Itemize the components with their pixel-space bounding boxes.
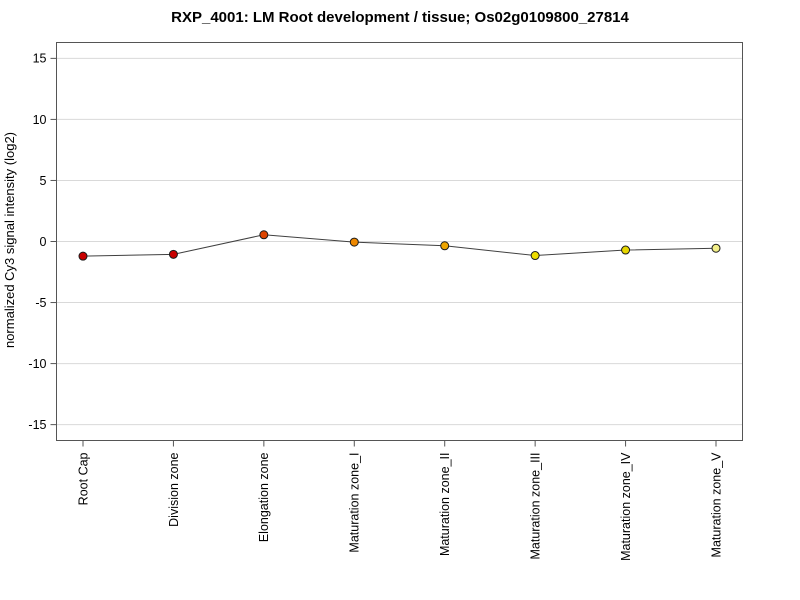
y-tick-label: -15	[28, 418, 46, 432]
y-tick-label: 5	[40, 174, 47, 188]
x-category-label: Division zone	[167, 452, 181, 526]
series-line	[82, 234, 717, 257]
x-category-label: Maturation zone_V	[709, 452, 723, 558]
data-point	[621, 245, 631, 255]
data-point	[530, 251, 540, 261]
y-tick-label: -10	[28, 357, 46, 371]
y-tick-label: -5	[35, 296, 46, 310]
x-category-label: Maturation zone_II	[438, 453, 452, 557]
data-point	[259, 230, 269, 240]
data-point	[349, 237, 359, 247]
y-tick-label: 15	[33, 52, 47, 66]
data-point	[168, 249, 178, 259]
x-category-label: Root Cap	[76, 452, 90, 505]
data-point	[440, 241, 450, 251]
x-category-label: Elongation zone	[257, 452, 271, 542]
data-point	[711, 243, 721, 253]
x-category-label: Maturation zone_III	[529, 453, 543, 560]
data-point	[78, 251, 88, 261]
y-tick-label: 0	[40, 235, 47, 249]
x-category-label: Maturation zone_I	[348, 453, 362, 553]
chart-title: RXP_4001: LM Root development / tissue; …	[171, 9, 629, 26]
y-tick-label: 10	[33, 113, 47, 127]
x-category-label: Maturation zone_IV	[619, 452, 633, 561]
